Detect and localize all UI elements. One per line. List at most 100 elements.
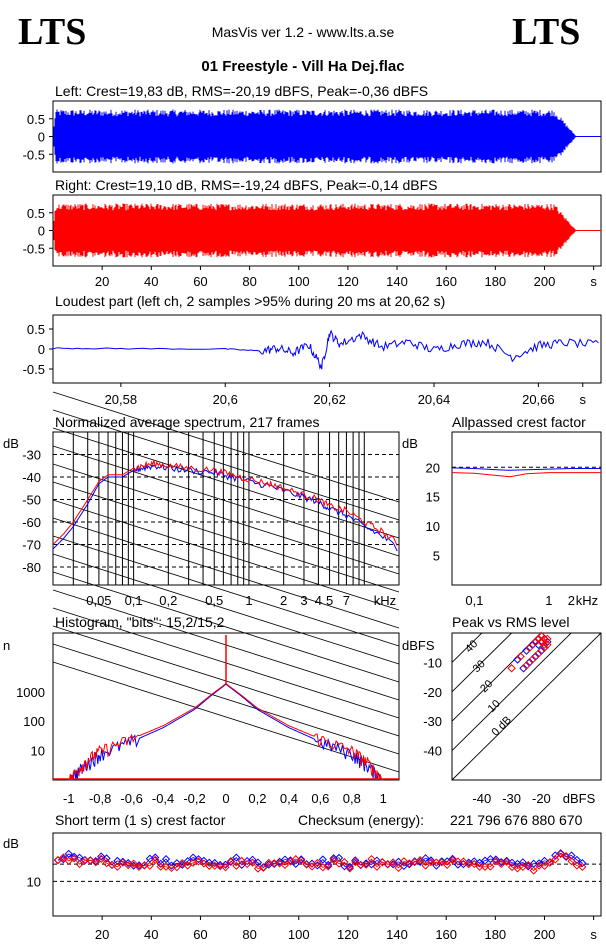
- shortcrest-point-right: [151, 855, 160, 864]
- right-waveform-xtick-label: 200: [534, 274, 556, 289]
- spectrum-xtick-label: 5: [326, 593, 333, 608]
- shortcrest-line-right: [57, 853, 583, 872]
- shortcrest-point-left: [486, 854, 495, 864]
- spectrum-slope-line: [52, 445, 400, 557]
- spectrum-series-right: [52, 460, 398, 546]
- spectrum-xtick-label: 0,2: [159, 593, 177, 608]
- spectrum-slope-line: [52, 643, 400, 755]
- shortcrest-point-right: [248, 858, 257, 867]
- shortcrest-point-right: [70, 854, 79, 863]
- peakrms-point-left: [534, 640, 543, 650]
- shortcrest-point-right: [502, 857, 511, 866]
- shortcrest-point-right: [329, 855, 338, 864]
- shortcrest-point-right: [113, 862, 122, 871]
- shortcrest-point-right: [443, 860, 452, 870]
- shortcrest-point-right: [372, 862, 381, 871]
- shortcrest-point-right: [534, 861, 544, 870]
- shortcrest-point-right: [562, 851, 571, 861]
- histogram-ytick-label: 100: [23, 714, 45, 729]
- peakrms-xtick-label: -30: [502, 791, 521, 806]
- right-waveform-xtick-label: 100: [288, 274, 310, 289]
- shortcrest-point-right: [156, 862, 165, 871]
- checksum-value: 221 796 676 880 670: [450, 812, 583, 828]
- spectrum-xtick-label: kHz: [374, 593, 396, 608]
- histogram-xtick-label: 0,8: [343, 791, 361, 806]
- shortcrest-point-left: [232, 853, 241, 862]
- spectrum-slope-line: [52, 499, 400, 611]
- spectrum-slope-line: [52, 391, 400, 503]
- histogram-ytick-label: 1000: [16, 685, 45, 700]
- spectrum-slope-line: [52, 481, 400, 593]
- spectrum-slope-line: [52, 517, 400, 629]
- shortcrest-point-left: [491, 855, 500, 864]
- left-waveform-trace: [53, 109, 601, 164]
- shortcrest-point-right: [183, 861, 192, 870]
- shortcrest-xtick-label: s: [590, 927, 597, 942]
- shortcrest-panel-title: Short term (1 s) crest factor: [55, 812, 226, 828]
- spectrum-xtick-label: 0,05: [86, 593, 111, 608]
- shortcrest-point-left: [524, 862, 533, 871]
- shortcrest-point-left: [102, 854, 111, 863]
- right-waveform-trace: [53, 203, 601, 258]
- shortcrest-point-left: [567, 851, 576, 860]
- right-waveform-xtick-label: 180: [484, 274, 506, 289]
- peakrms-point-left: [519, 664, 528, 673]
- shortcrest-point-right: [497, 859, 506, 869]
- allpass-ytick-label: 20: [426, 460, 440, 475]
- right-waveform-xtick-label: 40: [144, 274, 158, 289]
- shortcrest-point-right: [529, 866, 538, 875]
- peakrms-xtick-label: -40: [472, 791, 491, 806]
- peakrms-point-left: [537, 646, 546, 655]
- shortcrest-point-right: [416, 856, 425, 865]
- peakrms-point-right: [528, 655, 537, 664]
- shortcrest-point-left: [75, 853, 84, 862]
- shortcrest-point-left: [91, 857, 100, 866]
- shortcrest-point-right: [161, 862, 171, 871]
- shortcrest-point-right: [264, 858, 273, 867]
- right-waveform-ytick-label: 0: [38, 224, 45, 239]
- histogram-ytick-label: 10: [31, 744, 45, 759]
- shortcrest-point-right: [118, 858, 127, 867]
- peakrms-ytick-label: -10: [423, 655, 442, 670]
- shortcrest-point-right: [64, 856, 73, 866]
- shortcrest-point-right: [297, 856, 306, 865]
- allpass-series-right: [451, 472, 601, 478]
- peakrms-point-right: [531, 637, 540, 647]
- allpass-series-left: [451, 467, 601, 471]
- right-waveform-xtick-label: 60: [193, 274, 207, 289]
- shortcrest-point-left: [70, 852, 79, 861]
- histogram-xtick-label: 0: [222, 791, 229, 806]
- shortcrest-ytick-label: 10: [27, 874, 41, 889]
- peakrms-ytick-label: -40: [423, 744, 442, 759]
- shortcrest-xtick-label: 160: [435, 927, 457, 942]
- allpass-ytick-label: 15: [426, 490, 440, 505]
- spectrum-ytick-label: -80: [22, 560, 41, 575]
- spectrum-slope-line: [52, 661, 400, 773]
- peakrms-panel-title: Peak vs RMS level: [452, 614, 569, 630]
- peakrms-diagonal-label: 10: [486, 698, 503, 715]
- spectrum-slope-line: [52, 427, 400, 539]
- right-waveform-xtick-label: 120: [337, 274, 359, 289]
- spectrum-ylabel: dB: [3, 436, 19, 451]
- spectrum-ytick-label: -50: [22, 493, 41, 508]
- peakrms-point-right: [543, 640, 552, 650]
- logo-left: LTS: [18, 11, 87, 53]
- spectrum-slope-line: [52, 409, 400, 521]
- left-waveform-ytick-label: -0.5: [23, 147, 45, 162]
- spectrum-xtick-label: 3: [300, 593, 307, 608]
- peakrms-point-right: [537, 631, 546, 641]
- shortcrest-point-right: [145, 861, 154, 870]
- shortcrest-point-right: [280, 860, 290, 870]
- right-waveform-xtick-label: 140: [386, 274, 408, 289]
- shortcrest-point-right: [389, 858, 398, 867]
- shortcrest-point-right: [399, 857, 409, 866]
- peakrms-point-right: [537, 637, 546, 647]
- histogram-xtick-label: -1: [63, 791, 75, 806]
- spectrum-xtick-label: 2: [280, 593, 287, 608]
- shortcrest-xtick-label: 140: [386, 927, 408, 942]
- shortcrest-point-right: [351, 857, 360, 867]
- loudest-trace: [52, 329, 599, 370]
- allpass-xtick-label: 0,1: [465, 593, 483, 608]
- allpass-ylabel: dB: [402, 436, 418, 451]
